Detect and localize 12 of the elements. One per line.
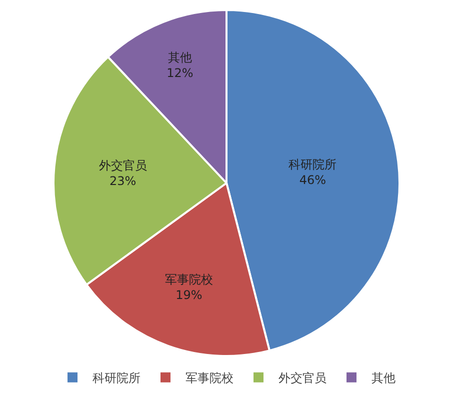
slice-label: 外交官员	[98, 158, 147, 172]
legend-label: 科研院所	[92, 371, 140, 386]
data-label: 12%	[166, 66, 194, 80]
slice-label: 科研院所	[288, 157, 337, 172]
slice-label: 其他	[168, 50, 192, 65]
data-label: 19%	[176, 288, 202, 302]
data-label: 46%	[299, 172, 326, 187]
data-label: 23%	[109, 174, 136, 188]
legend-label: 其他	[372, 371, 396, 386]
legend-label: 军事院校	[186, 371, 234, 386]
legend-label: 外交官员	[278, 371, 326, 386]
slice-label: 军事院校	[164, 272, 213, 286]
